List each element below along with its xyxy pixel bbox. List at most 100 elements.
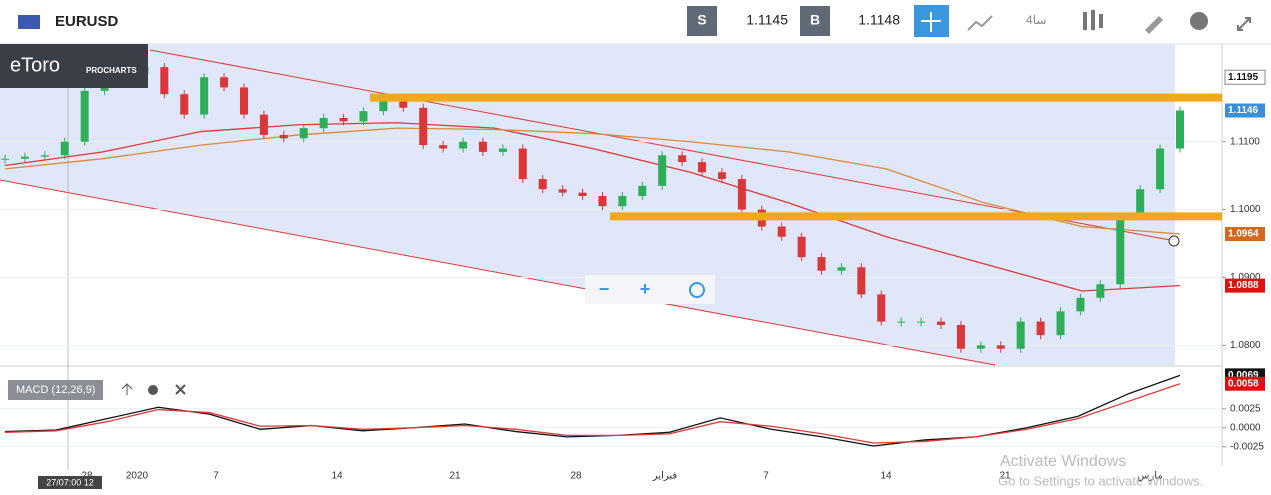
candle-body (996, 345, 1005, 349)
candle-body (379, 101, 388, 112)
buy-tag: B (810, 12, 820, 28)
channel-upper (149, 49, 1171, 241)
x-tick-label: 2020 (126, 471, 149, 482)
plot: 1.1100 1.1000 1.0900 1.0800 1.1195 1.1146 1.09… (0, 63, 1266, 482)
candle-body (877, 294, 886, 322)
candle-body (180, 94, 189, 115)
y-tick-label: -0.0025 (1230, 441, 1264, 452)
macd-settings-icon[interactable] (148, 385, 158, 395)
x-tick-label: فبراير (652, 471, 678, 482)
candle-body (976, 345, 985, 349)
macd-label: MACD (12,26,9) (16, 384, 95, 396)
watermark-title: Activate Windows (1000, 453, 1126, 470)
candle-body (20, 156, 29, 159)
share-icon[interactable] (689, 282, 705, 298)
level-line (370, 93, 1222, 102)
timeframe[interactable]: 4سا (1026, 13, 1046, 27)
candle-body (1076, 297, 1085, 312)
candle-body (817, 257, 826, 271)
price-label: 1.1195 (1228, 72, 1258, 83)
macd-label-box (8, 380, 103, 400)
candle-body (259, 114, 268, 135)
candle-body (299, 128, 308, 139)
chart-type-icon[interactable] (967, 15, 993, 31)
candle-body (60, 141, 69, 156)
candle-body (777, 226, 786, 237)
price-label-box (1224, 69, 1266, 85)
x-tick-label: 14 (331, 471, 343, 482)
logo-box (0, 44, 148, 88)
cursor-date-box (38, 476, 102, 489)
x-tick-label: 28 (570, 471, 582, 482)
candle-body (419, 107, 428, 146)
candle-body (239, 87, 248, 115)
flag-icon (18, 15, 40, 29)
series-line (4, 127, 1181, 235)
price-label: 1.0888 (1228, 280, 1259, 291)
candle-body (1136, 189, 1145, 217)
y-tick-label: 1.1000 (1230, 204, 1261, 215)
zoom-out[interactable]: − (599, 279, 610, 299)
x-tick-label: 21 (999, 471, 1011, 482)
candle-body (717, 172, 726, 180)
sell-tag-box[interactable] (687, 6, 717, 36)
candle-body (1016, 321, 1025, 349)
y-tick-label: 1.0900 (1230, 272, 1261, 283)
buy-price[interactable]: 1.1148 (858, 12, 900, 28)
candle-body (937, 321, 946, 325)
y-tick-label: 0.0000 (1230, 422, 1261, 433)
candle-body (917, 321, 926, 323)
candle-body (160, 67, 169, 95)
candle-body (578, 192, 587, 197)
price-label: 0.0058 (1228, 378, 1259, 389)
crosshair-icon (921, 12, 941, 32)
logo-sub: PROCHARTS (86, 66, 137, 75)
candle-body (399, 101, 408, 108)
price-label: 0.0069 (1228, 370, 1259, 381)
candle-body (40, 155, 49, 157)
candle-body (658, 155, 667, 186)
x-tick-label: 7 (763, 471, 769, 482)
settings-icon[interactable] (1190, 12, 1208, 30)
zoom-in[interactable]: + (640, 279, 651, 299)
x-tick-label: 14 (880, 471, 892, 482)
sell-price[interactable]: 1.1145 (746, 12, 788, 28)
cursor-date: 27/07:00 12 (46, 477, 94, 487)
sell-tag: S (697, 12, 706, 28)
candle-body (339, 117, 348, 122)
candle-body (1156, 148, 1165, 190)
candle-body (638, 185, 647, 197)
candle-body (797, 236, 806, 258)
candle-body (737, 179, 746, 210)
candle-body (80, 90, 89, 142)
candles-icon[interactable] (1083, 10, 1103, 30)
level-line (610, 212, 1222, 221)
buy-tag-box[interactable] (800, 6, 830, 36)
candle-body (678, 155, 687, 163)
candle-body (1176, 110, 1184, 149)
price-label: 1.0964 (1228, 229, 1259, 240)
macd-up-icon[interactable] (121, 383, 133, 395)
candle-body (319, 117, 328, 129)
candle-body (498, 148, 507, 152)
draw-icon[interactable] (1145, 16, 1163, 34)
symbol[interactable]: EURUSD (55, 13, 119, 30)
macd-close-icon[interactable] (175, 384, 186, 395)
price-label-box (1225, 376, 1265, 391)
candle-body (279, 134, 288, 139)
series-line (4, 383, 1181, 444)
candle-body (618, 196, 627, 207)
candle-body (837, 267, 846, 271)
price-label: 1.1146 (1228, 105, 1258, 116)
price-label-box (1225, 278, 1265, 293)
candle-body (478, 141, 487, 152)
candle-body (1036, 321, 1045, 336)
candle-body (359, 111, 368, 122)
y-tick-label: 0.0025 (1230, 403, 1261, 414)
fullscreen-icon[interactable] (1237, 17, 1251, 31)
price-label-box (1225, 227, 1265, 242)
anchor-handle[interactable] (1168, 235, 1180, 247)
zoom-panel (585, 275, 715, 304)
candle-body (857, 267, 866, 295)
